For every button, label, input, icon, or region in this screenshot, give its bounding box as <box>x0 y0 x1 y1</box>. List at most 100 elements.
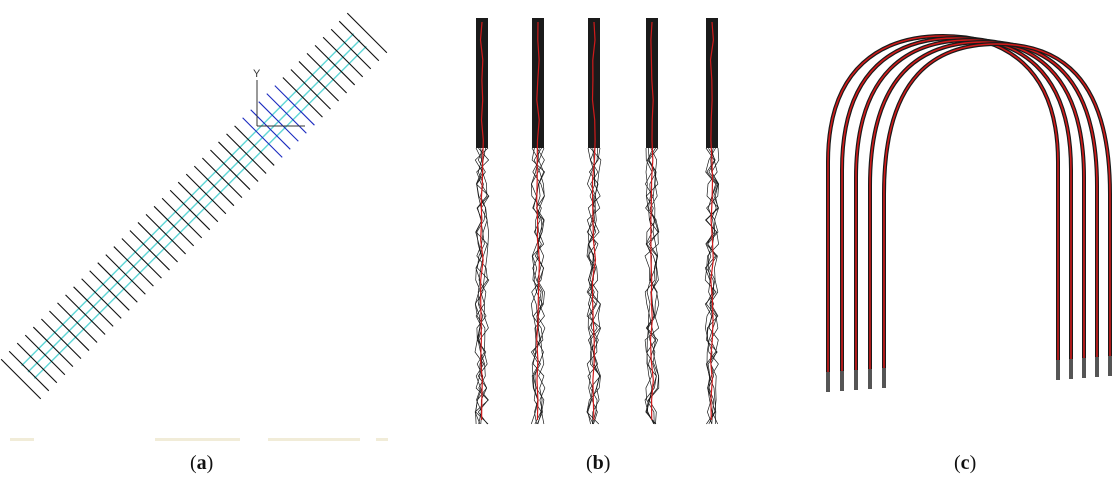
caption-a-close: ) <box>206 452 214 474</box>
tick-38 <box>298 61 339 102</box>
tick-23 <box>177 181 219 223</box>
tick-11 <box>81 278 122 319</box>
tick-34 <box>266 93 307 134</box>
stem-strand <box>586 147 600 425</box>
arch-2 <box>840 35 1073 391</box>
tick-31 <box>242 117 283 158</box>
arch-skeleton <box>841 37 1072 391</box>
band-3 <box>268 438 360 441</box>
stem-strand <box>586 147 602 425</box>
caption-a-letter: a <box>196 452 207 474</box>
arch-skeleton <box>855 39 1085 390</box>
stem-strand <box>705 147 719 425</box>
arch-1 <box>826 33 1060 392</box>
cyan-line-1 <box>21 33 355 367</box>
stem-1 <box>474 18 490 425</box>
panel-a-bottom-bands <box>10 438 388 441</box>
tick-6 <box>40 318 82 360</box>
panel-b-stems <box>474 18 720 425</box>
tick-29 <box>226 133 267 174</box>
arch-4 <box>868 39 1099 389</box>
panel-c-arches <box>826 33 1112 392</box>
stem-skeleton <box>479 21 484 421</box>
cyan-line-3 <box>33 45 367 379</box>
tick-4 <box>24 334 66 376</box>
caption-c-letter: c <box>960 452 970 474</box>
arch-points <box>882 41 1112 388</box>
tick-12 <box>89 270 130 311</box>
tick-5 <box>32 326 74 368</box>
stem-2 <box>530 18 546 425</box>
stem-strand <box>474 147 489 425</box>
stem-skeleton <box>649 21 654 421</box>
tick-43 <box>338 20 380 62</box>
tick-14 <box>105 254 146 295</box>
stem-5 <box>704 18 720 425</box>
tick-17 <box>129 230 170 271</box>
cyan-line-2 <box>27 39 361 373</box>
tick-44 <box>346 12 388 54</box>
stem-strand <box>645 147 660 425</box>
panel-b-figure <box>474 18 720 425</box>
tick-40 <box>314 44 356 86</box>
tick-10 <box>73 286 114 327</box>
panel-c-figure <box>826 33 1112 392</box>
tick-27 <box>210 149 251 190</box>
tick-1 <box>0 358 42 400</box>
tick-7 <box>49 310 90 351</box>
caption-b-close: ) <box>603 452 611 474</box>
stem-strand <box>531 147 545 425</box>
tick-3 <box>16 342 58 384</box>
tick-20 <box>153 205 195 247</box>
arch-skeleton <box>827 35 1059 392</box>
tick-39 <box>306 52 348 94</box>
tick-36 <box>282 77 323 118</box>
stem-strand <box>531 147 545 425</box>
stem-skeleton <box>709 21 715 421</box>
stem-skeleton <box>536 21 541 421</box>
caption-b-open: ( <box>586 452 593 474</box>
tick-28 <box>218 141 259 182</box>
tick-33 <box>258 101 299 142</box>
band-4 <box>376 438 388 441</box>
stem-top-dense <box>588 18 600 148</box>
tick-9 <box>65 294 106 335</box>
arch-skeleton <box>869 41 1098 389</box>
tick-25 <box>193 165 235 207</box>
arch-points <box>826 33 1060 392</box>
caption-c: (c) <box>954 452 976 475</box>
arch-5 <box>882 41 1112 388</box>
tick-24 <box>185 173 227 215</box>
stem-strand <box>530 147 545 425</box>
panel-a-figure: Y <box>0 12 388 441</box>
panel-a-cyan-lines <box>21 33 367 379</box>
stem-skeleton <box>591 21 597 421</box>
tick-22 <box>169 189 211 231</box>
tick-13 <box>97 262 138 303</box>
arch-3 <box>854 37 1086 390</box>
caption-b-letter: b <box>592 452 604 474</box>
tick-42 <box>330 28 372 70</box>
panel-a-ticks <box>0 12 388 400</box>
y-axis-label: Y <box>253 68 261 80</box>
arch-points <box>840 35 1073 391</box>
stem-strand <box>645 147 659 425</box>
axis-marker: Y <box>253 68 305 127</box>
tick-2 <box>8 350 50 392</box>
tick-35 <box>274 85 315 126</box>
caption-b: (b) <box>586 452 610 475</box>
tick-8 <box>57 302 98 343</box>
caption-c-close: ) <box>969 452 977 474</box>
tick-26 <box>201 157 243 199</box>
tick-37 <box>290 69 331 110</box>
band-1 <box>10 438 34 441</box>
tick-18 <box>137 222 178 263</box>
tick-21 <box>161 197 203 239</box>
tick-30 <box>234 125 275 166</box>
stem-4 <box>644 18 660 425</box>
tick-41 <box>322 36 364 78</box>
band-2 <box>155 438 240 441</box>
tick-16 <box>121 238 162 279</box>
caption-c-open: ( <box>954 452 961 474</box>
caption-a-open: ( <box>190 452 197 474</box>
